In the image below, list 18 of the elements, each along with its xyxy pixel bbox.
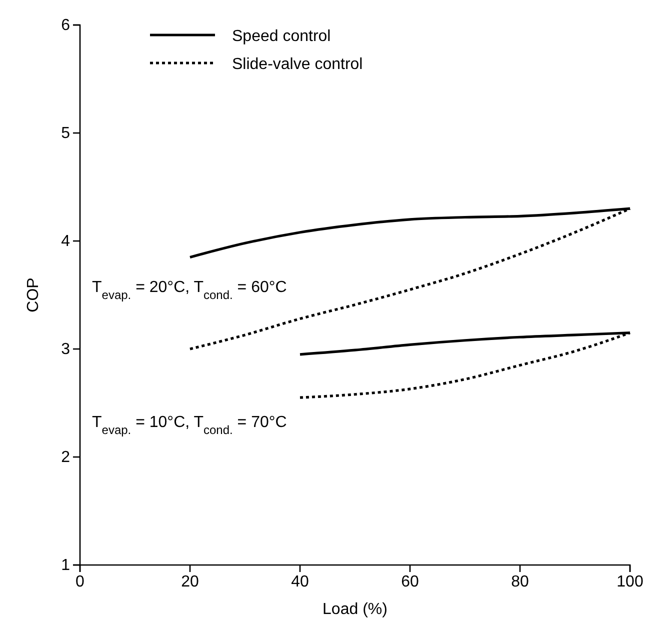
legend-label: Speed control: [232, 28, 331, 45]
x-tick-label: 40: [291, 573, 309, 590]
x-tick-label: 60: [401, 573, 419, 590]
x-tick-label: 20: [181, 573, 199, 590]
x-tick-label: 100: [616, 573, 644, 590]
y-tick-label: 1: [61, 557, 70, 574]
y-axis-title: COP: [25, 278, 42, 312]
y-tick-label: 3: [61, 341, 70, 358]
annotation: T$_{evap.}$ = 20°C, T$_{cond.}$ = 60°C: [92, 279, 287, 302]
y-tick-label: 6: [61, 17, 70, 34]
y-tick-label: 4: [61, 233, 70, 250]
x-axis-title: Load (%): [322, 601, 388, 618]
y-tick-label: 2: [61, 449, 70, 466]
x-tick-label: 80: [511, 573, 529, 590]
x-tick-label: 0: [76, 573, 85, 590]
legend-label: Slide-valve control: [232, 56, 363, 73]
annotation: T$_{evap.}$ = 10°C, T$_{cond.}$ = 70°C: [92, 414, 287, 437]
y-tick-label: 5: [61, 125, 70, 142]
